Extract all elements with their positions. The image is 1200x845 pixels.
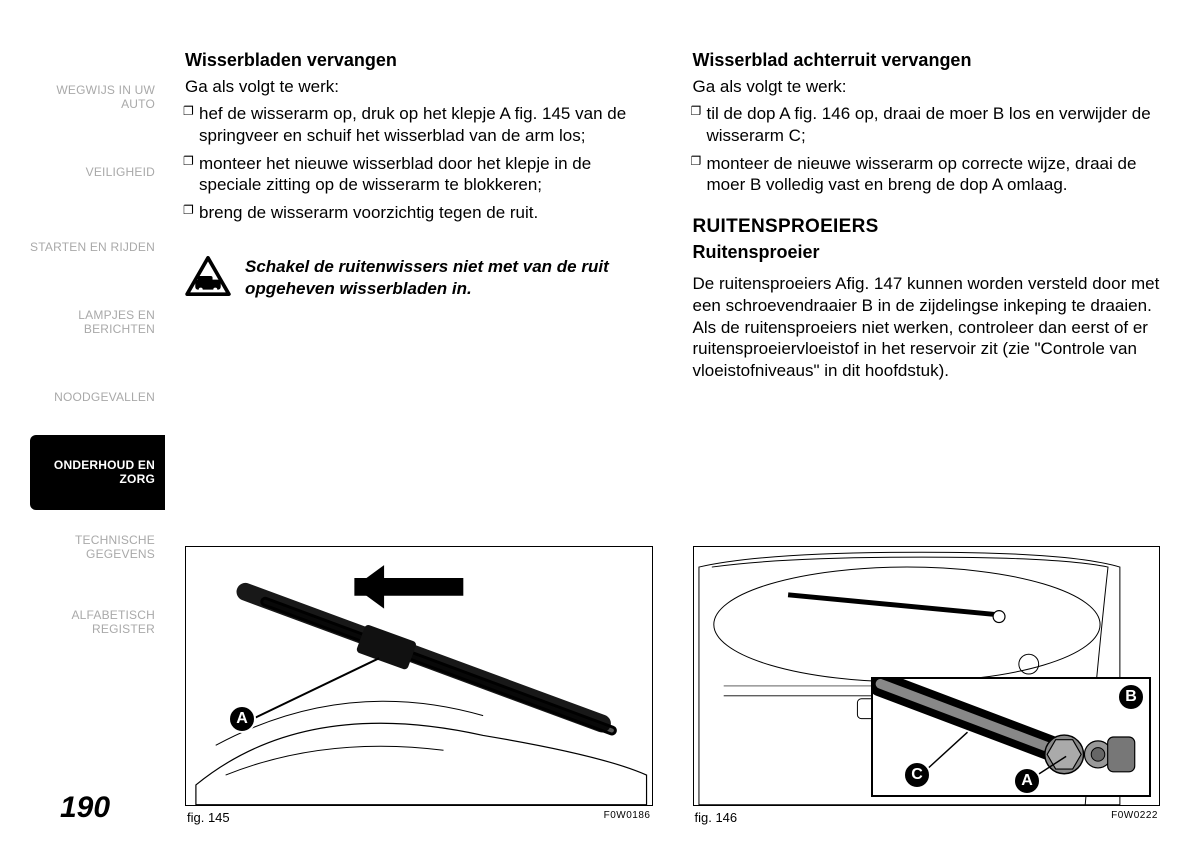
fig-label: fig. 145 — [187, 810, 230, 825]
manual-page: WEGWIJS IN UW AUTO VEILIGHEID STARTEN EN… — [0, 0, 1200, 845]
tab-onderhoud[interactable]: ONDERHOUD EN ZORG — [30, 435, 165, 510]
fig-label: fig. 146 — [695, 810, 738, 825]
intro-right: Ga als volgt te werk: — [693, 77, 1161, 97]
figure-145-caption: fig. 145 F0W0186 — [185, 810, 653, 825]
list-item: til de dop A fig. 146 op, draai de moer … — [707, 103, 1161, 147]
figure-146-wrap: C A B fig. 146 F0W0222 — [693, 546, 1161, 825]
figure-146: C A B — [693, 546, 1161, 806]
callout-c: C — [903, 761, 931, 789]
section-tabs: WEGWIJS IN UW AUTO VEILIGHEID STARTEN EN… — [30, 50, 165, 825]
procedure-right: til de dop A fig. 146 op, draai de moer … — [693, 103, 1161, 202]
left-column: Wisserbladen vervangen Ga als volgt te w… — [185, 50, 653, 825]
warning-icon — [185, 256, 231, 301]
heading-achterruit: Wisserblad achterruit vervangen — [693, 50, 1161, 71]
body-sproeier: De ruitensproeiers Afig. 147 kunnen word… — [693, 273, 1161, 382]
right-column: Wisserblad achterruit vervangen Ga als v… — [693, 50, 1161, 825]
list-item: monteer de nieuwe wisserarm op correcte … — [707, 153, 1161, 197]
tab-wegwijs[interactable]: WEGWIJS IN UW AUTO — [30, 60, 165, 135]
figure-146-caption: fig. 146 F0W0222 — [693, 810, 1161, 825]
fig-code: F0W0186 — [604, 810, 651, 825]
tab-technische[interactable]: TECHNISCHE GEGEVENS — [30, 510, 165, 585]
figure-145: A — [185, 546, 653, 806]
figure-145-wrap: A fig. 145 F0W0186 — [185, 546, 653, 825]
heading-wisserbladen: Wisserbladen vervangen — [185, 50, 653, 71]
tab-alfabetisch[interactable]: ALFABETISCH REGISTER — [30, 585, 165, 660]
heading-ruitensproeiers: RUITENSPROEIERS — [693, 216, 1161, 238]
tab-lampjes[interactable]: LAMPJES EN BERICHTEN — [30, 285, 165, 360]
callout-a-right: A — [1013, 767, 1041, 795]
callout-b: B — [1117, 683, 1145, 711]
page-number: 190 — [60, 791, 165, 825]
content-area: Wisserbladen vervangen Ga als volgt te w… — [165, 50, 1160, 825]
tab-starten[interactable]: STARTEN EN RIJDEN — [30, 210, 165, 285]
list-item: hef de wisserarm op, druk op het klepje … — [199, 103, 653, 147]
warning-text: Schakel de ruitenwissers niet met van de… — [245, 256, 653, 300]
list-item: monteer het nieuwe wisserblad door het k… — [199, 153, 653, 197]
fig-code: F0W0222 — [1111, 810, 1158, 825]
procedure-left: hef de wisserarm op, druk op het klepje … — [185, 103, 653, 230]
warning-box: Schakel de ruitenwissers niet met van de… — [185, 256, 653, 301]
intro-left: Ga als volgt te werk: — [185, 77, 653, 97]
list-item: breng de wisserarm voorzichtig tegen de … — [199, 202, 653, 224]
callout-a: A — [228, 705, 256, 733]
tab-veiligheid[interactable]: VEILIGHEID — [30, 135, 165, 210]
heading-ruitensproeier: Ruitensproeier — [693, 242, 1161, 263]
tab-noodgevallen[interactable]: NOODGEVALLEN — [30, 360, 165, 435]
